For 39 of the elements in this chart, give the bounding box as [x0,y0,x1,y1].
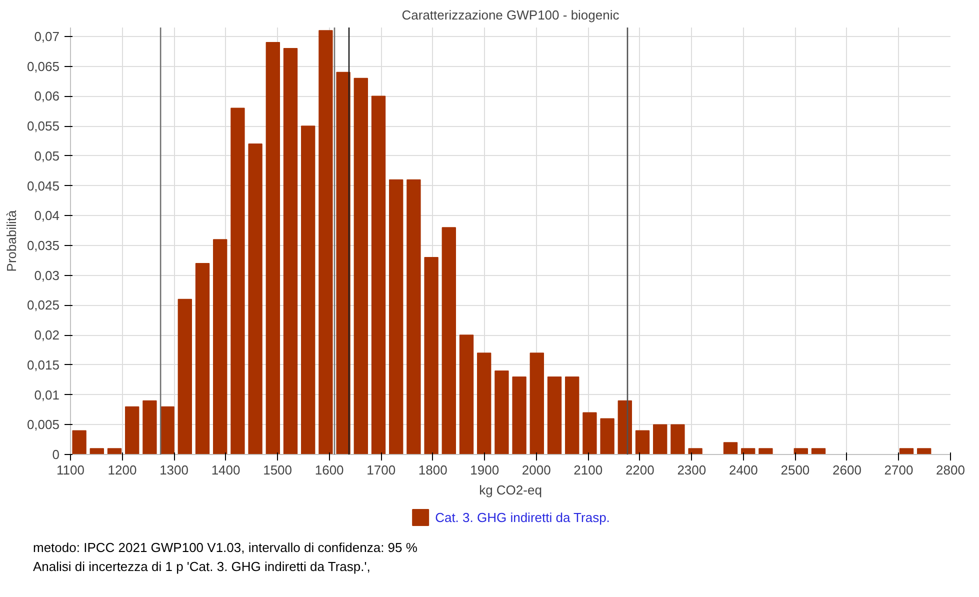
x-tick-label: 1200 [108,462,137,478]
y-tick-label: 0,01 [34,387,60,402]
x-tick-label: 2700 [884,462,914,478]
y-tick-label: 0,07 [34,28,60,44]
y-axis-title: Probabilità [4,210,19,272]
x-tick-label: 2100 [574,462,603,478]
x-tick-label: 2400 [728,462,758,478]
x-tick-label: 1400 [211,462,240,478]
y-tick-label: 0,005 [26,417,60,432]
x-tick-label: 1800 [418,462,448,478]
chart-title: Caratterizzazione GWP100 - biogenic [402,8,620,22]
y-tick-label: 0,015 [26,357,60,372]
y-tick-label: 0,04 [34,208,60,224]
y-tick-label: 0,03 [34,268,60,283]
y-tick-label: 0,055 [26,118,60,134]
y-tick-label: 0,065 [26,58,60,74]
y-tick-label: 0,045 [26,178,60,194]
x-axis-title: kg CO2-eq [479,482,542,498]
y-tick-label: 0,02 [34,328,60,343]
x-tick-label: 1300 [160,462,188,478]
y-tick-label: 0,05 [34,148,60,164]
x-tick-label: 2000 [522,462,551,478]
x-tick-label: 2300 [677,462,706,478]
x-tick-label: 1500 [263,462,292,478]
text: metodo: IPCC 2021 GWP100 V1.03, intervallo di confidenza: 95 % [33,540,418,555]
x-tick-label: 1700 [366,462,396,478]
x-tick-label: 1900 [470,462,500,478]
x-tick-label: 1600 [314,462,344,478]
x-tick-label: 2200 [625,462,654,478]
y-tick-label: 0 [52,447,60,462]
x-tick-label: 1100 [56,462,84,478]
y-tick-label: 0,035 [26,238,60,253]
legend-label: Cat. 3. GHG indiretti da Trasp. [435,510,610,524]
x-tick-label: 2500 [780,462,810,478]
x-tick-label: 2600 [832,462,862,478]
y-tick-label: 0,025 [26,298,60,313]
text: Analisi di incertezza di 1 p 'Cat. 3. GHG indiretti da Trasp.', [33,558,370,574]
y-tick-label: 0,06 [34,88,60,104]
x-tick-label: 2800 [936,462,965,478]
